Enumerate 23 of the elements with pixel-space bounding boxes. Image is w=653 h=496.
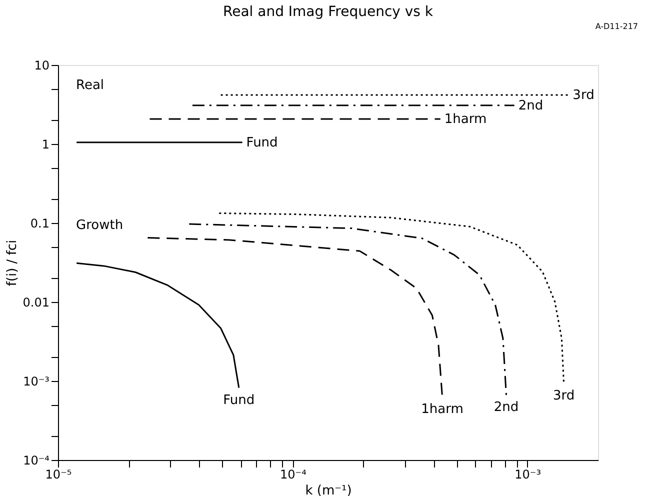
chart-title: Real and Imag Frequency vs k [222,4,434,20]
series-label: 2nd [518,98,544,114]
x-tick-label: 10⁻⁴ [280,468,307,482]
series-label: 1harm [421,402,464,417]
y-tick-label: 10⁻³ [23,374,50,388]
series-label: Fund [246,135,278,150]
x-axis-title: k (m⁻¹) [305,484,352,496]
series-label: 3rd [552,388,575,404]
x-tick-label: 10⁻³ [514,468,542,482]
series-label: Fund [223,392,255,408]
annotation: Growth [76,218,124,233]
y-axis-title: f(i) / fci [4,240,20,286]
y-tick-label: 0.01 [22,296,50,310]
series-label: 1harm [444,112,487,128]
series-label: 3rd [572,88,594,104]
y-tick-label: 10 [34,58,50,72]
y-tick-label: 1 [42,138,50,152]
series-label: 2nd [494,400,519,415]
annotation: Real [76,78,104,93]
text: A-D11-217 [595,22,638,31]
x-tick-label: 10⁻⁵ [45,468,72,482]
y-tick-label: 10⁻⁴ [23,454,50,468]
y-tick-label: 0.1 [30,216,50,230]
